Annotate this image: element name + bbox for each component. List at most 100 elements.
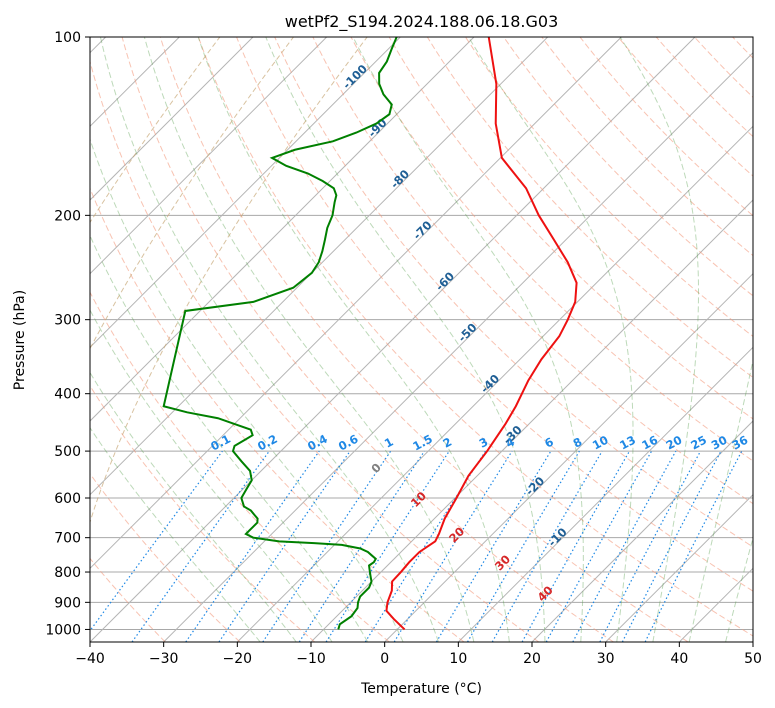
- dry-adiabat-line: [90, 557, 166, 642]
- x-tick-label: −20: [223, 651, 253, 667]
- y-tick-label: 600: [54, 491, 81, 507]
- mixing-ratio-label: 0.2: [255, 432, 280, 454]
- x-tick-label: 0: [380, 651, 389, 667]
- isotherm-line: [90, 37, 696, 642]
- moist-adiabat-label: 40: [535, 583, 556, 604]
- mixing-ratio-label: 13: [617, 433, 638, 453]
- dry-adiabat-line: [90, 472, 241, 642]
- isotherm-line: [531, 420, 753, 642]
- isotherm-line: [384, 272, 753, 642]
- dry-adiabats: [90, 10, 775, 642]
- y-tick-label: 1000: [45, 622, 81, 638]
- x-tick-label: 10: [449, 651, 467, 667]
- mixing-ratio-line: [262, 450, 392, 642]
- moist-adiabat-line: [90, 371, 297, 642]
- moist-adiabat-line: [90, 137, 404, 642]
- mixing-ratio-label: 16: [639, 433, 660, 453]
- x-tick-label: −30: [149, 651, 179, 667]
- mixing-ratio-label: 0.6: [336, 432, 361, 454]
- isotherm-line: [752, 641, 753, 642]
- y-tick-label: 500: [54, 444, 81, 460]
- moist-adiabat-label: 20: [446, 524, 467, 545]
- isobar-gridlines: [90, 37, 753, 630]
- dry-adiabat-line: [464, 37, 753, 338]
- moist-adiabat-line: [265, 37, 546, 642]
- isotherm-line: [90, 37, 401, 349]
- x-tick-label: 50: [744, 651, 762, 667]
- moist-adiabat-line: [90, 426, 261, 642]
- mixing-ratio-label: 2: [441, 435, 455, 451]
- isotherm-line: [90, 37, 475, 422]
- mixing-ratio-line: [298, 450, 425, 642]
- dry-adiabat-line: [541, 37, 753, 257]
- saturation-curves: [90, 37, 368, 524]
- y-axis-label: Pressure (hPa): [12, 290, 28, 390]
- y-tick-label: 100: [54, 30, 81, 46]
- mixing-ratio-label: 1.5: [410, 432, 435, 454]
- x-tick-label: 30: [597, 651, 615, 667]
- background-line-labels: 0.1 0.2 0.4 0.6 1 1.5 2 3 4 6 8 10 13 16 20 25 30 36-100-…: [208, 62, 750, 605]
- dry-adiabat-line: [90, 59, 540, 642]
- dry-adiabat-label: -100: [340, 62, 370, 92]
- isotherm-line: [90, 37, 549, 496]
- mixing-ratio-line: [185, 450, 320, 642]
- y-tick-label: 800: [54, 565, 81, 581]
- isotherm-line: [310, 199, 753, 642]
- mixing-ratio-line: [218, 450, 351, 642]
- dewpoint-profile-line: [162, 37, 398, 630]
- y-tick-label: 200: [54, 208, 81, 224]
- dry-adiabat-line: [655, 37, 753, 138]
- dry-adiabat-line: [159, 37, 689, 642]
- moist-adiabat-line: [762, 37, 775, 642]
- isotherm-line: [163, 51, 753, 642]
- mixing-ratio-line: [90, 450, 223, 632]
- dry-adiabat-line: [90, 187, 465, 642]
- mixing-ratio-line: [545, 450, 653, 642]
- dry-adiabat-line: [426, 37, 753, 379]
- x-tick-label: 40: [670, 651, 688, 667]
- dry-adiabat-line: [90, 384, 316, 642]
- y-tick-label: 900: [54, 595, 81, 611]
- dry-adiabat-label: -10: [545, 525, 570, 550]
- isotherm-line: [90, 37, 254, 201]
- moist-adiabat-line: [688, 358, 753, 642]
- y-tick-label: 700: [54, 531, 81, 547]
- mixing-ratio-label: 30: [709, 433, 730, 453]
- x-tick-label: 20: [523, 651, 541, 667]
- moist-adiabat-line: [619, 37, 700, 642]
- mixing-ratio-label: 0.1: [208, 432, 233, 454]
- dry-adiabat-line: [121, 37, 614, 642]
- saturation-curve: [90, 37, 368, 524]
- moist-adiabat-line: [467, 37, 634, 642]
- mixing-ratio-label: 8: [571, 435, 585, 451]
- dry-adiabat-label: -60: [433, 269, 458, 294]
- isotherm-line: [90, 37, 328, 275]
- dry-adiabat-line: [197, 37, 753, 637]
- moist-adiabat-line: [90, 234, 369, 642]
- mixing-ratio-line: [621, 450, 722, 642]
- dry-adiabat-label: -20: [523, 474, 548, 499]
- y-tick-label: 300: [54, 313, 81, 329]
- mixing-ratio-line: [393, 450, 513, 642]
- mixing-ratio-line: [644, 450, 743, 642]
- isotherm-line: [236, 125, 753, 642]
- dry-adiabat-label: -40: [478, 371, 503, 396]
- mixing-ratio-line: [131, 450, 270, 642]
- temperature-profile-line: [385, 37, 578, 631]
- dry-adiabat-line: [274, 37, 753, 548]
- mixing-ratio-line: [521, 450, 631, 642]
- mixing-ratio-label: 25: [688, 433, 709, 453]
- moist-adiabat-line: [143, 37, 475, 642]
- mixing-ratio-line: [325, 450, 450, 642]
- x-tick-label: −10: [296, 651, 326, 667]
- x-axis-ticks: −40 −30 −20 −10 0 10 20 30 40 50: [75, 642, 762, 667]
- mixing-ratio-lines: [90, 450, 743, 642]
- isotherm-line: [90, 37, 622, 570]
- dry-adiabat-line: [745, 10, 775, 642]
- saturation-curve: [90, 37, 221, 224]
- moist-adiabat-line: [725, 536, 753, 642]
- mixing-ratio-label: 10: [590, 433, 611, 453]
- dry-adiabat-line: [90, 291, 390, 642]
- mixing-ratio-label: 0.4: [305, 432, 330, 454]
